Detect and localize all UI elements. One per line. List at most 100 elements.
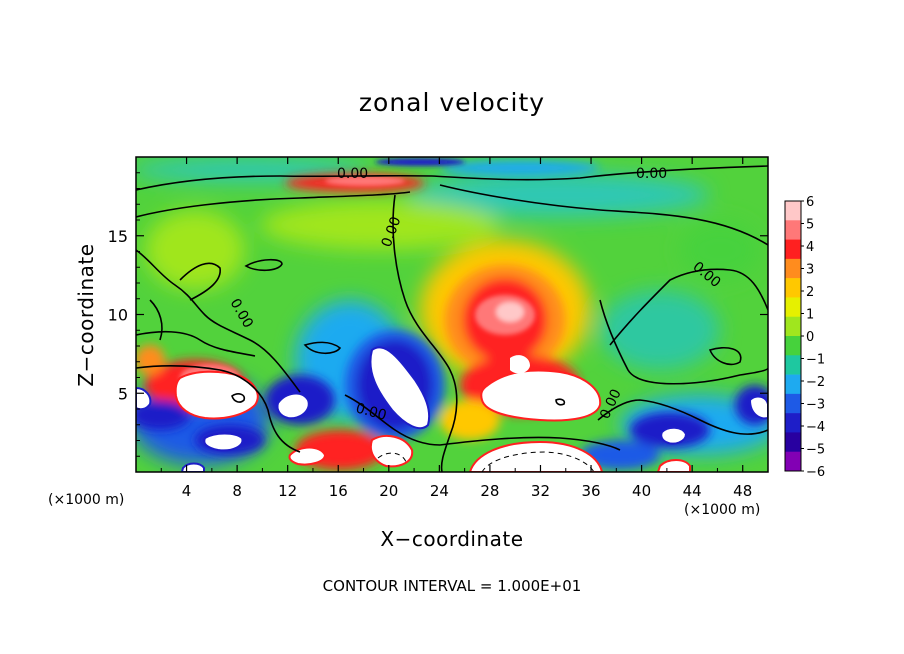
midleft-white [276,392,310,420]
colorbar-tick-label: 2 [806,285,814,300]
contour-upper-left [136,174,433,191]
colorbar-tick-label: 3 [806,263,814,278]
contour-center-lower [344,394,441,446]
contour-upper-right [431,165,768,181]
colorbar-segment [785,316,801,337]
contour-left-mid [136,330,256,357]
x-tick-label: 12 [278,482,297,500]
colorbar-segment [785,258,801,279]
upper-blue-band [440,160,600,176]
contour-right-lower [597,399,768,435]
contour-tiny-center [555,398,566,406]
contour-small-loop [303,341,342,355]
colorbar-segment [785,374,801,395]
colorbar-segment [785,220,801,240]
y-tick-label: 15 [108,227,128,246]
x-tick-label: 36 [581,482,600,500]
upper-band-core [325,176,405,186]
dashed-contour-center [377,452,407,463]
bottom-left-white [180,462,205,472]
y-tick-label: 5 [118,384,128,403]
lowerleft-white [203,432,244,452]
contour-left-main [136,249,301,393]
surface-positive-white [480,369,602,422]
left-yellowgreen [145,210,245,290]
saturated-regions [136,346,768,472]
x-axis-label-text: X−coordinate [380,527,524,551]
far-right-white [748,395,768,420]
negative-core-white [369,346,431,430]
contour-upper-right-2 [439,184,768,246]
contour-right-upper [609,268,768,346]
contour-label: 0.00 [636,166,667,182]
colorbar-segment [785,451,801,472]
colorbar-tick-label: 5 [806,218,814,233]
contour-center [392,194,458,472]
jet-core-light [496,302,524,322]
dashed-contour-bottom [481,451,595,472]
contour-tiny-left [231,393,246,403]
upper-teal-band [410,173,710,217]
colorbar-segment [785,278,801,298]
contour-bottom [439,436,621,451]
bottom-positive-white [468,440,604,472]
x-tick-label: 28 [480,482,499,500]
x-tick-label: 48 [733,482,752,500]
colorbar-tick-label: −4 [806,420,825,435]
contour-label: 0.00 [337,166,368,182]
bottom-right-white [656,459,691,472]
contour-left-lower [136,365,301,453]
lower-blue-cell [580,440,660,470]
left-darkblue-cell [136,400,190,430]
colorbar-segment [785,393,801,414]
lower-yellow-cell [440,400,500,440]
bottom-center-white [369,434,414,468]
colorbar-segment [785,413,801,433]
jet-lower-white [510,355,530,374]
x-tick-label: 24 [430,482,449,500]
right-teal-region [600,290,720,370]
x-tick-label: 8 [232,482,242,500]
negative-contours [377,451,595,472]
colorbar: 6 5 4 3 2 1 0 −1 −2 −3 −4 −5 −6 [784,195,825,480]
x-unit-right: (×1000 m) [684,502,761,518]
colorbar-segment [785,355,801,375]
contour-left-small [244,258,283,272]
colorbar-segment [785,239,801,260]
colorbar-tick-label: −5 [806,443,825,458]
colorbar-tick-label: −2 [806,375,825,390]
contour-interval-note: CONTOUR INTERVAL = 1.000E+01 [322,577,582,595]
colorbar-tick-label: 6 [806,195,814,210]
left-positive-white [174,370,259,420]
colorbar-tick-label: 4 [806,240,814,255]
x-axis-ticks: 4 8 12 16 20 24 28 32 36 40 44 48 [160,157,752,500]
contour-left-edge [149,299,163,341]
y-tick-label: 10 [108,306,128,325]
contour-right-loop [599,299,768,385]
zero-contours [136,165,768,472]
x-tick-label: 4 [182,482,192,500]
y-axis-ticks: 5 10 15 [108,172,768,457]
colorbar-segment [785,201,801,221]
colorbar-tick-label: −6 [806,465,825,480]
x-tick-label: 44 [683,482,702,500]
x-unit-left: (×1000 m) [48,492,125,508]
contour-right-small [708,346,742,366]
x-tick-label: 16 [329,482,348,500]
velocity-field [136,157,768,472]
upper-yellowgreen [260,200,500,250]
colorbar-tick-label: −1 [806,353,825,368]
colorbar-segment [785,336,801,356]
contour-left-lobe [179,262,221,301]
left-orange-cell [136,345,165,375]
colorbar-tick-label: −3 [806,398,825,413]
x-tick-label: 40 [632,482,651,500]
colorbar-segment [785,432,801,453]
colorbar-tick-label: 0 [806,330,814,345]
right-green [680,220,760,280]
x-tick-label: 20 [379,482,398,500]
colorbar-tick-label: 1 [806,308,814,323]
x-tick-label: 32 [531,482,550,500]
upper-darkblue-core [375,158,465,166]
